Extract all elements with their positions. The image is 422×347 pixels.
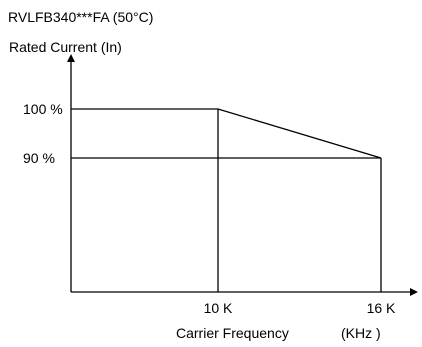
x-tick-label-10: 10 K [204,300,233,316]
y-axis-title: Rated Current (In) [9,39,122,55]
reference-lines [71,109,382,292]
x-axis-title: Carrier Frequency [176,325,289,341]
x-tick-label-16: 16 K [367,300,396,316]
y-tick-label-100: 100 % [23,101,63,117]
y-tick-label-90: 90 % [23,150,55,166]
y-tick-labels: 100 % 90 % [23,101,63,166]
chart-title: RVLFB340***FA (50°C) [8,9,153,25]
series-0-segment-1 [217,108,382,159]
x-axis-unit: (KHz ) [341,325,381,341]
x-tick-labels: 10 K 16 K [204,300,396,316]
series-lines [71,108,382,159]
